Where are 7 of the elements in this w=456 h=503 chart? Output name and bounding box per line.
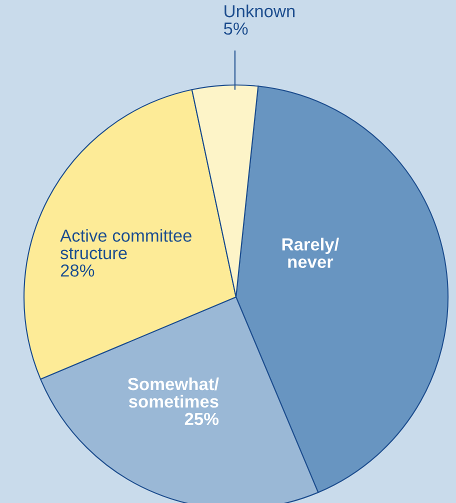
slice-label: Active committee structure	[60, 229, 192, 260]
slice-label: Rarely/ never	[282, 238, 339, 268]
slice-label: Somewhat/ sometimes	[128, 377, 219, 408]
data-label: 5%	[224, 22, 248, 35]
data-label: 25%	[184, 412, 219, 426]
slice-label: Unknown	[224, 4, 295, 18]
data-label: 28%	[60, 264, 94, 277]
